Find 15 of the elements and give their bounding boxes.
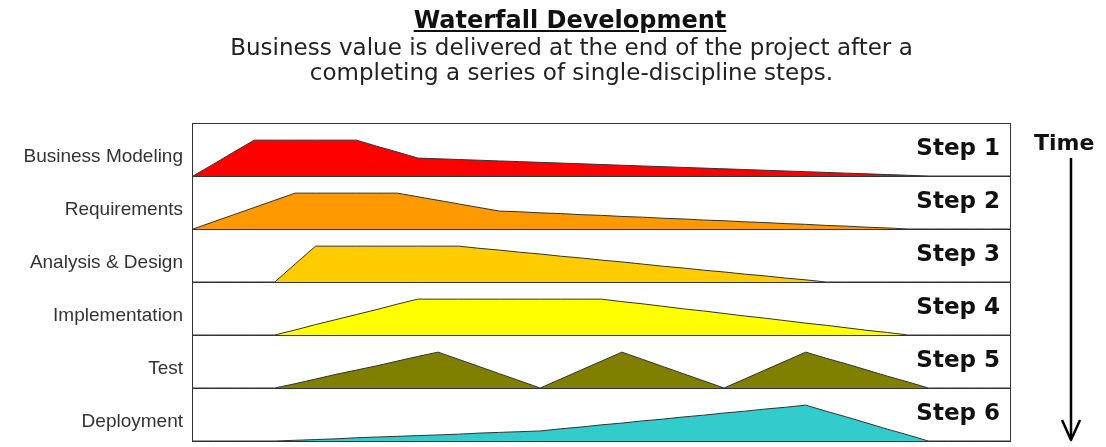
y-axis-title: Implementation: [53, 304, 183, 326]
chart-subtitle: Business value is delivered at the end of the project after a completing a series of single-discipline steps.: [229, 34, 914, 85]
y-axis-title: Test: [148, 357, 183, 379]
text: Time: [1034, 130, 1095, 155]
chart-title: Waterfall Development: [412, 6, 728, 34]
y-axis-title: Deployment: [81, 410, 183, 432]
y-axis-title: Business Modeling: [23, 145, 183, 167]
annotation: Step 5: [916, 346, 1000, 372]
annotation: Step 4: [916, 293, 1000, 319]
annotation: Step 6: [916, 399, 1000, 425]
annotation: Step 2: [916, 187, 1000, 213]
annotation: Step 3: [916, 240, 1000, 266]
y-axis-title: Analysis & Design: [29, 251, 183, 273]
annotation: Step 1: [916, 134, 1000, 160]
y-axis-title: Requirements: [64, 198, 183, 220]
